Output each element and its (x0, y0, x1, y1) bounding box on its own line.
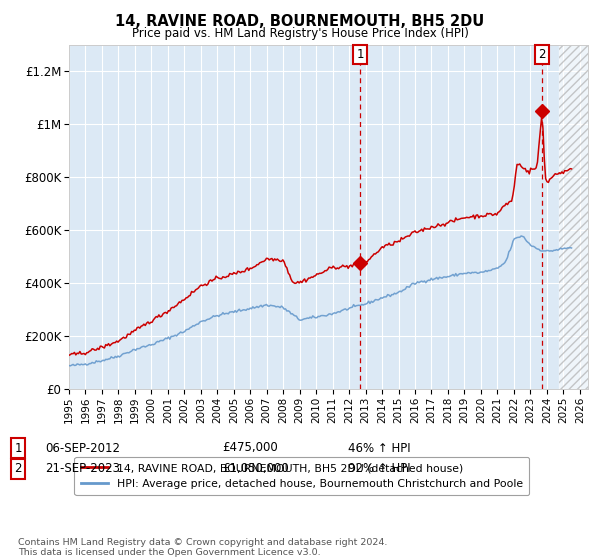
Text: £1,050,000: £1,050,000 (222, 462, 289, 475)
Bar (559, 45, 588, 389)
Text: Contains HM Land Registry data © Crown copyright and database right 2024.
This d: Contains HM Land Registry data © Crown c… (18, 538, 388, 557)
Legend: 14, RAVINE ROAD, BOURNEMOUTH, BH5 2DU (detached house), HPI: Average price, deta: 14, RAVINE ROAD, BOURNEMOUTH, BH5 2DU (d… (74, 456, 529, 495)
Text: 2: 2 (538, 48, 546, 60)
Text: 1: 1 (14, 441, 22, 455)
Text: 1: 1 (356, 48, 364, 60)
Text: 21-SEP-2023: 21-SEP-2023 (45, 462, 120, 475)
Text: Price paid vs. HM Land Registry's House Price Index (HPI): Price paid vs. HM Land Registry's House … (131, 27, 469, 40)
Text: 14, RAVINE ROAD, BOURNEMOUTH, BH5 2DU: 14, RAVINE ROAD, BOURNEMOUTH, BH5 2DU (115, 14, 485, 29)
Text: 46% ↑ HPI: 46% ↑ HPI (348, 441, 410, 455)
Text: 06-SEP-2012: 06-SEP-2012 (45, 441, 120, 455)
Text: 92% ↑ HPI: 92% ↑ HPI (348, 462, 410, 475)
Bar (559, 45, 588, 389)
Text: £475,000: £475,000 (222, 441, 278, 455)
Text: 2: 2 (14, 462, 22, 475)
